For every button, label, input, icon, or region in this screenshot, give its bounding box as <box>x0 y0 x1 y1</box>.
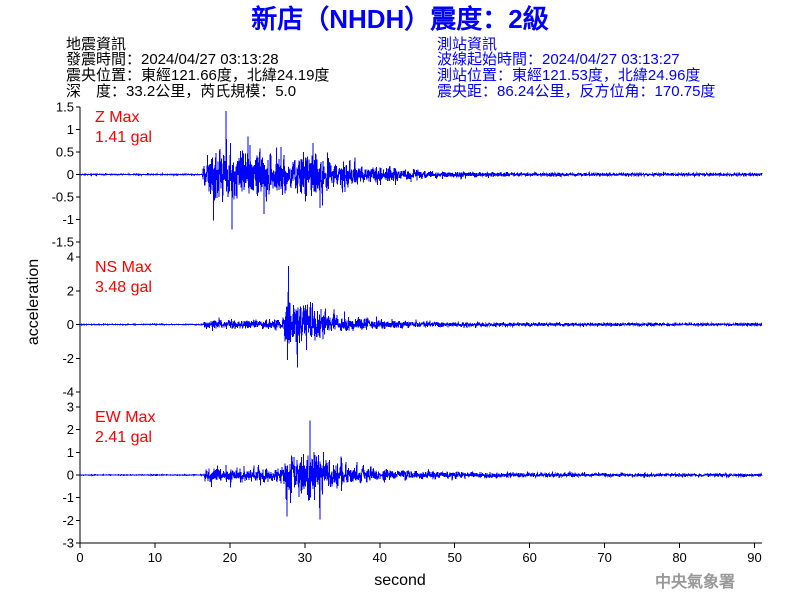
x-tick-label: 40 <box>373 550 387 565</box>
y-tick-label: 4 <box>67 250 74 265</box>
ew-max-value: 2.41 gal <box>95 429 152 446</box>
x-tick-label: 50 <box>447 550 461 565</box>
ew-panel: EW Max 2.41 gal 3 2 1 0 -1 -2 -3 <box>62 400 763 551</box>
chart-title: 新店（NHDH）震度：2級 <box>251 4 549 34</box>
earthquake-info: 地震資訊 發震時間：2024/04/27 03:13:28 震央位置：東經121… <box>66 36 329 100</box>
y-tick-label: -1.5 <box>52 235 74 250</box>
origin-time: 發震時間：2024/04/27 03:13:28 <box>66 51 279 68</box>
y-tick-label: 2 <box>67 283 74 298</box>
y-tick-label: 0 <box>67 317 74 332</box>
depth-magnitude: 深 度：33.2公里，芮氏規模：5.0 <box>66 83 296 100</box>
x-axis: 0 10 20 30 40 50 60 70 80 90 <box>76 107 762 565</box>
ns-panel: NS Max 3.48 gal 4 2 0 -2 -4 <box>62 250 763 400</box>
y-tick-label: -2 <box>62 513 74 528</box>
x-tick-label: 10 <box>148 550 162 565</box>
station-info: 測站資訊 波線起始時間：2024/04/27 03:13:27 測站位置：東經1… <box>437 36 715 100</box>
agency-credit: 中央氣象署 <box>655 572 735 591</box>
z-waveform-line <box>79 111 763 230</box>
ns-waveform-line <box>79 265 763 368</box>
x-tick-label: 80 <box>672 550 686 565</box>
x-tick-label: 20 <box>223 550 237 565</box>
z-max-value: 1.41 gal <box>95 129 152 146</box>
x-tick-label: 90 <box>747 550 761 565</box>
epicenter-location: 震央位置：東經121.66度，北緯24.19度 <box>66 67 329 84</box>
x-tick-label: 30 <box>298 550 312 565</box>
x-tick-label: 60 <box>522 550 536 565</box>
station-info-heading: 測站資訊 <box>437 36 497 53</box>
y-tick-label: 0.5 <box>56 145 74 160</box>
y-tick-label: 0 <box>67 468 74 483</box>
y-tick-label: 2 <box>67 422 74 437</box>
x-tick-label: 0 <box>76 550 83 565</box>
y-tick-label: -4 <box>62 385 74 400</box>
x-axis-title: second <box>374 572 426 589</box>
ew-max-label: EW Max <box>95 409 155 426</box>
x-tick-label: 70 <box>597 550 611 565</box>
y-tick-label: -0.5 <box>52 190 74 205</box>
y-tick-label: 1.5 <box>56 100 74 115</box>
y-tick-label: -3 <box>62 536 74 551</box>
y-axis-title: acceleration <box>25 259 42 345</box>
y-tick-label: -2 <box>62 351 74 366</box>
waveform-start-time: 波線起始時間：2024/04/27 03:13:27 <box>437 51 680 68</box>
z-panel: Z Max 1.41 gal 1.5 1 0.5 0 -0.5 -1 -1.5 <box>52 100 763 250</box>
station-location: 測站位置：東經121.53度，北緯24.96度 <box>437 67 700 84</box>
y-tick-label: 1 <box>67 122 74 137</box>
z-max-label: Z Max <box>95 109 139 126</box>
earthquake-info-heading: 地震資訊 <box>66 36 126 53</box>
y-tick-label: 3 <box>67 400 74 415</box>
ew-waveform-line <box>79 420 763 520</box>
y-tick-label: 1 <box>67 445 74 460</box>
y-tick-label: 0 <box>67 167 74 182</box>
y-tick-label: -1 <box>62 490 74 505</box>
epicentral-distance-azimuth: 震央距：86.24公里，反方位角：170.75度 <box>437 83 715 100</box>
ns-max-value: 3.48 gal <box>95 279 152 296</box>
y-tick-label: -1 <box>62 212 74 227</box>
ns-max-label: NS Max <box>95 259 152 276</box>
